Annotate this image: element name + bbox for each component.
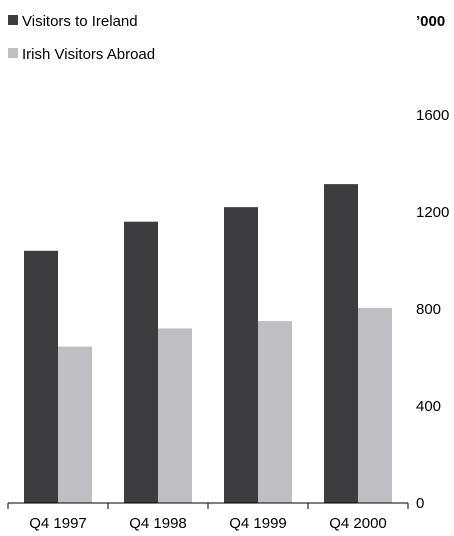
y-tick-label: 1600 <box>416 107 449 124</box>
y-tick-label: 1200 <box>416 204 449 221</box>
bar-irish-visitors-abroad-q4-2000 <box>358 307 392 503</box>
bar-irish-visitors-abroad-q4-1999 <box>258 321 292 503</box>
x-tick-label: Q4 1997 <box>29 515 87 532</box>
legend: Visitors to Ireland Irish Visitors Abroa… <box>8 13 155 63</box>
x-tick-label: Q4 2000 <box>329 515 387 532</box>
x-tick-label: Q4 1999 <box>229 515 287 532</box>
bar-visitors-to-ireland-q4-1998 <box>124 221 158 503</box>
legend-swatch-irish-visitors-abroad <box>8 48 18 58</box>
bar-visitors-to-ireland-q4-1999 <box>224 207 258 503</box>
legend-label-irish-visitors-abroad: Irish Visitors Abroad <box>22 46 155 63</box>
x-axis: Q4 1997 Q4 1998 Q4 1999 Q4 2000 <box>7 503 409 532</box>
bar-visitors-to-ireland-q4-1997 <box>24 250 58 503</box>
x-tick-label: Q4 1998 <box>129 515 187 532</box>
y-tick-label: 800 <box>416 301 441 318</box>
bars <box>24 184 392 504</box>
bar-irish-visitors-abroad-q4-1998 <box>158 328 192 503</box>
bar-irish-visitors-abroad-q4-1997 <box>58 346 92 503</box>
y-tick-label: 0 <box>416 495 424 512</box>
legend-label-visitors-to-ireland: Visitors to Ireland <box>22 13 138 30</box>
unit-label: ’000 <box>416 13 445 30</box>
y-tick-label: 400 <box>416 398 441 415</box>
bar-visitors-to-ireland-q4-2000 <box>324 184 358 504</box>
y-axis: 0 400 800 1200 1600 <box>416 107 449 512</box>
legend-swatch-visitors-to-ireland <box>8 15 18 25</box>
